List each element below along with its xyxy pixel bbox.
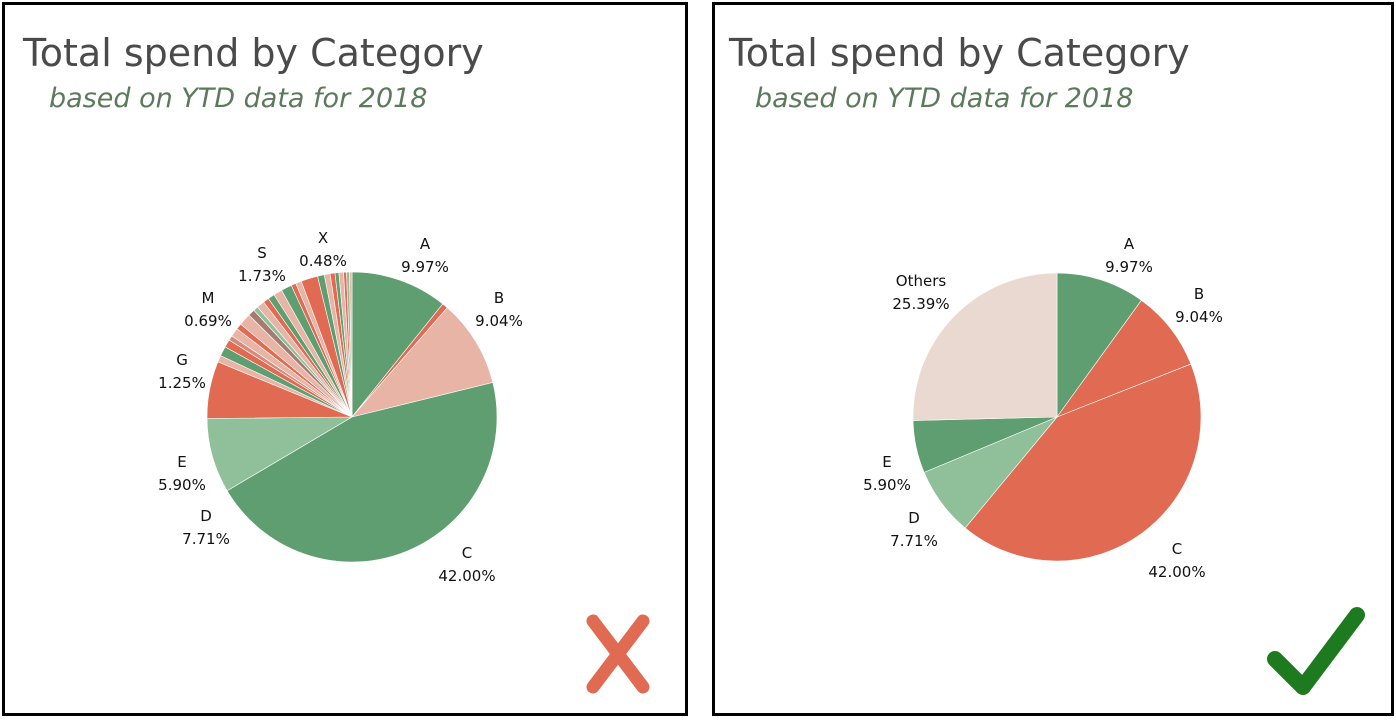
pie-slice xyxy=(1056,299,1192,418)
chart-title: Total spend by Category xyxy=(23,31,484,75)
slice-value-label: 9.04% xyxy=(1175,308,1223,326)
slice-value-label: 0.69% xyxy=(184,312,232,330)
slice-value-label: 42.00% xyxy=(438,567,495,585)
panel-good-example: Total spend by Category based on YTD dat… xyxy=(712,2,1394,716)
slice-name-label: D xyxy=(908,509,920,527)
pie-slice xyxy=(349,271,353,418)
slice-value-label: 7.71% xyxy=(890,532,938,550)
slice-name-label: E xyxy=(177,453,186,471)
slice-name-label: A xyxy=(1124,235,1135,253)
slice-value-label: 9.97% xyxy=(1105,258,1153,276)
slice-name-label: B xyxy=(1194,285,1204,303)
pie-chart-left: A 9.97% B 9.04% C 42.00% D 7.71% E 5.90% G 1.25% M 0.… xyxy=(158,229,523,585)
pie-slice xyxy=(351,307,494,418)
pie-slice xyxy=(1056,272,1142,418)
slice-name-label: C xyxy=(462,544,472,562)
slice-name-label: G xyxy=(176,351,188,369)
slice-name-label: D xyxy=(200,507,212,525)
pie-slice xyxy=(351,271,444,418)
slice-name-label: A xyxy=(420,235,431,253)
slice-name-label: E xyxy=(882,453,891,471)
slice-value-label: 1.73% xyxy=(238,267,286,285)
slice-name-label: M xyxy=(202,289,215,307)
slice-value-label: 9.97% xyxy=(401,258,449,276)
chart-title: Total spend by Category xyxy=(729,31,1190,75)
pie-slice xyxy=(912,272,1058,421)
pie-slice xyxy=(964,363,1202,562)
slice-name-label: C xyxy=(1172,540,1182,558)
pie-chart-right: A 9.97% B 9.04% C 42.00% D 7.71% E 5.90% Others 25.… xyxy=(863,235,1223,581)
slice-value-label: 1.25% xyxy=(158,374,206,392)
slice-name-label: X xyxy=(318,229,328,247)
chart-subtitle: based on YTD data for 2018 xyxy=(755,83,1134,114)
slice-name-label: B xyxy=(494,289,504,307)
panel-bad-example: Total spend by Category based on YTD dat… xyxy=(2,2,688,716)
slice-value-label: 7.71% xyxy=(182,530,230,548)
slice-name-label: S xyxy=(257,244,267,262)
slice-value-label: 5.90% xyxy=(863,476,911,494)
slice-value-label: 9.04% xyxy=(475,312,523,330)
slice-value-label: 25.39% xyxy=(892,295,949,313)
slice-name-label: Others xyxy=(896,272,947,290)
slice-value-label: 0.48% xyxy=(299,252,347,270)
slice-value-label: 5.90% xyxy=(158,476,206,494)
chart-subtitle: based on YTD data for 2018 xyxy=(49,83,428,114)
pie-slice xyxy=(226,382,498,563)
slice-value-label: 42.00% xyxy=(1148,563,1205,581)
checkmark-icon xyxy=(1267,607,1365,695)
cross-icon xyxy=(586,614,650,694)
